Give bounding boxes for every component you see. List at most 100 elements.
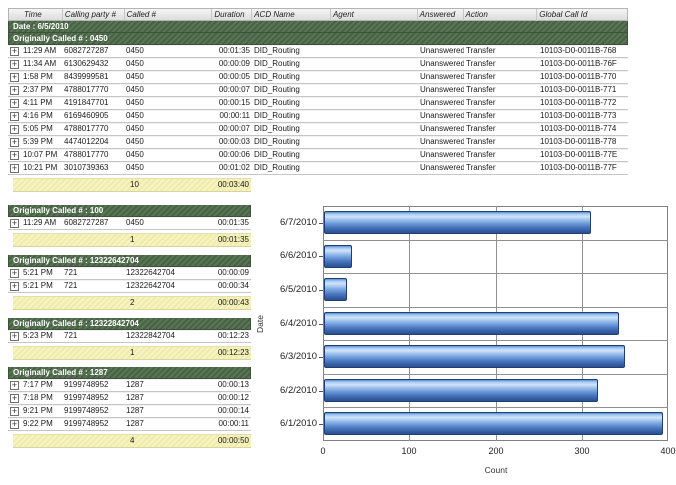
cell: 10103-D0-0011B-76F: [540, 59, 617, 68]
group-band: Originally Called # : 12322642704: [8, 255, 251, 267]
y-tick-mark: [319, 357, 323, 358]
summary-band: 4 00:00:50: [13, 434, 251, 448]
expand-button[interactable]: +: [10, 218, 19, 228]
expand-button[interactable]: +: [10, 59, 19, 69]
expand-cell: +: [8, 85, 21, 95]
table-row: +7:18 PM 9199748952 1287 00:00:12: [8, 392, 251, 405]
expand-cell: +: [8, 72, 21, 82]
expand-button[interactable]: +: [10, 281, 19, 291]
summary-band: 1 00:01:35: [13, 233, 251, 247]
cell: Transfer: [466, 111, 496, 120]
cell: Transfer: [466, 46, 496, 55]
cell: 721: [64, 331, 78, 340]
y-tick-mark: [319, 223, 323, 224]
report-table-group-0: Time Calling party # Called # Duration ACD N…: [8, 8, 628, 192]
cell: 7:17 PM: [23, 380, 53, 389]
table-row: +1:58 PM 8439999581 0450 00:00:05 DID_Routin…: [8, 71, 628, 84]
y-tick-mark: [319, 424, 323, 425]
cell: 4191847701: [64, 98, 109, 107]
expand-button[interactable]: +: [10, 137, 19, 147]
y-tick-label-6/5/2010: 6/5/2010: [280, 284, 317, 295]
expand-button[interactable]: +: [10, 150, 19, 160]
cell: 9199748952: [64, 380, 109, 389]
summary-count: 10: [130, 180, 139, 189]
group-band: Originally Called # : 0450: [8, 33, 628, 45]
table-row: +2:37 PM 4788017770 0450 00:00:07 DID_Routin…: [8, 84, 628, 97]
cell: 1287: [126, 393, 144, 402]
cell: 00:00:07: [218, 124, 250, 133]
cell: 0450: [126, 150, 144, 159]
expand-cell: +: [8, 419, 21, 429]
group-band: Originally Called # : 12322842704: [8, 318, 251, 330]
cell: 0450: [126, 72, 144, 81]
cell: 4788017770: [64, 150, 109, 159]
expand-button[interactable]: +: [10, 163, 19, 173]
cell: Transfer: [466, 150, 496, 159]
expand-button[interactable]: +: [10, 419, 19, 429]
expand-cell: +: [8, 393, 21, 403]
y-tick-label-6/4/2010: 6/4/2010: [280, 318, 317, 329]
expand-cell: +: [8, 98, 21, 108]
expand-button[interactable]: +: [10, 124, 19, 134]
table-row: +9:22 PM 9199748952 1287 00:00:11: [8, 418, 251, 431]
table-row: +4:16 PM 6169460905 0450 00:00:11 DID_Routin…: [8, 110, 628, 123]
cell: Unanswered: [420, 46, 464, 55]
cell: 9:22 PM: [23, 419, 53, 428]
report-table-group-1: Originally Called # : 100 +11:29 AM 608272…: [8, 205, 251, 247]
cell: DID_Routing: [254, 59, 300, 68]
expand-cell: +: [8, 163, 21, 173]
report-table-group-4: Originally Called # : 1287 +7:17 PM 919974…: [8, 367, 251, 448]
expand-button[interactable]: +: [10, 85, 19, 95]
cell: 00:00:09: [217, 268, 249, 277]
cell: 8439999581: [64, 72, 109, 81]
cell: Unanswered: [420, 137, 464, 146]
cell: 10:07 PM: [23, 150, 58, 159]
cell: 11:34 AM: [23, 59, 57, 68]
expand-button[interactable]: +: [10, 46, 19, 56]
expand-button[interactable]: +: [10, 406, 19, 416]
cell: 4474012204: [64, 137, 109, 146]
column-header-Duration: Duration: [212, 8, 253, 21]
cell: 00:12:23: [217, 331, 249, 340]
cell: 6169460905: [64, 111, 109, 120]
cell: 11:29 AM: [23, 218, 57, 227]
cell: 721: [64, 281, 78, 290]
expand-button[interactable]: +: [10, 331, 19, 341]
cell: 00:00:13: [217, 380, 249, 389]
cell: 2:37 PM: [23, 85, 53, 94]
cell: Unanswered: [420, 98, 464, 107]
group-summary-row: 1 00:12:23: [8, 346, 251, 360]
expand-button[interactable]: +: [10, 268, 19, 278]
expand-cell: +: [8, 281, 21, 291]
expand-button[interactable]: +: [10, 72, 19, 82]
expand-button[interactable]: +: [10, 380, 19, 390]
cell: 0450: [126, 59, 144, 68]
cell: 5:39 PM: [23, 137, 53, 146]
cell: 0450: [126, 124, 144, 133]
cell: Transfer: [466, 59, 496, 68]
table-row: +5:05 PM 4788017770 0450 00:00:07 DID_Routin…: [8, 123, 628, 136]
y-tick-label-6/2/2010: 6/2/2010: [280, 385, 317, 396]
date-band: Date : 6/5/2010: [8, 21, 628, 33]
cell: 00:01:35: [218, 46, 250, 55]
cell: Unanswered: [420, 150, 464, 159]
gridline-y: [323, 240, 668, 241]
cell: 10103-D0-0011B-77F: [540, 163, 617, 172]
cell: DID_Routing: [254, 163, 300, 172]
cell: 00:00:07: [218, 85, 250, 94]
group-band: Originally Called # : 1287: [8, 367, 251, 379]
expand-button[interactable]: +: [10, 111, 19, 121]
cell: 4788017770: [64, 85, 109, 94]
column-header-Time: Time: [22, 8, 63, 21]
expand-cell: +: [8, 218, 21, 228]
expand-cell: +: [8, 150, 21, 160]
cell: 10103-D0-0011B-770: [540, 72, 617, 81]
cell: 00:00:06: [218, 150, 250, 159]
x-tick-label-100: 100: [401, 446, 417, 456]
expand-button[interactable]: +: [10, 98, 19, 108]
gridline-y: [323, 273, 668, 274]
expand-button[interactable]: +: [10, 393, 19, 403]
gridline-x-200: [495, 206, 497, 441]
cell: 1287: [126, 419, 144, 428]
